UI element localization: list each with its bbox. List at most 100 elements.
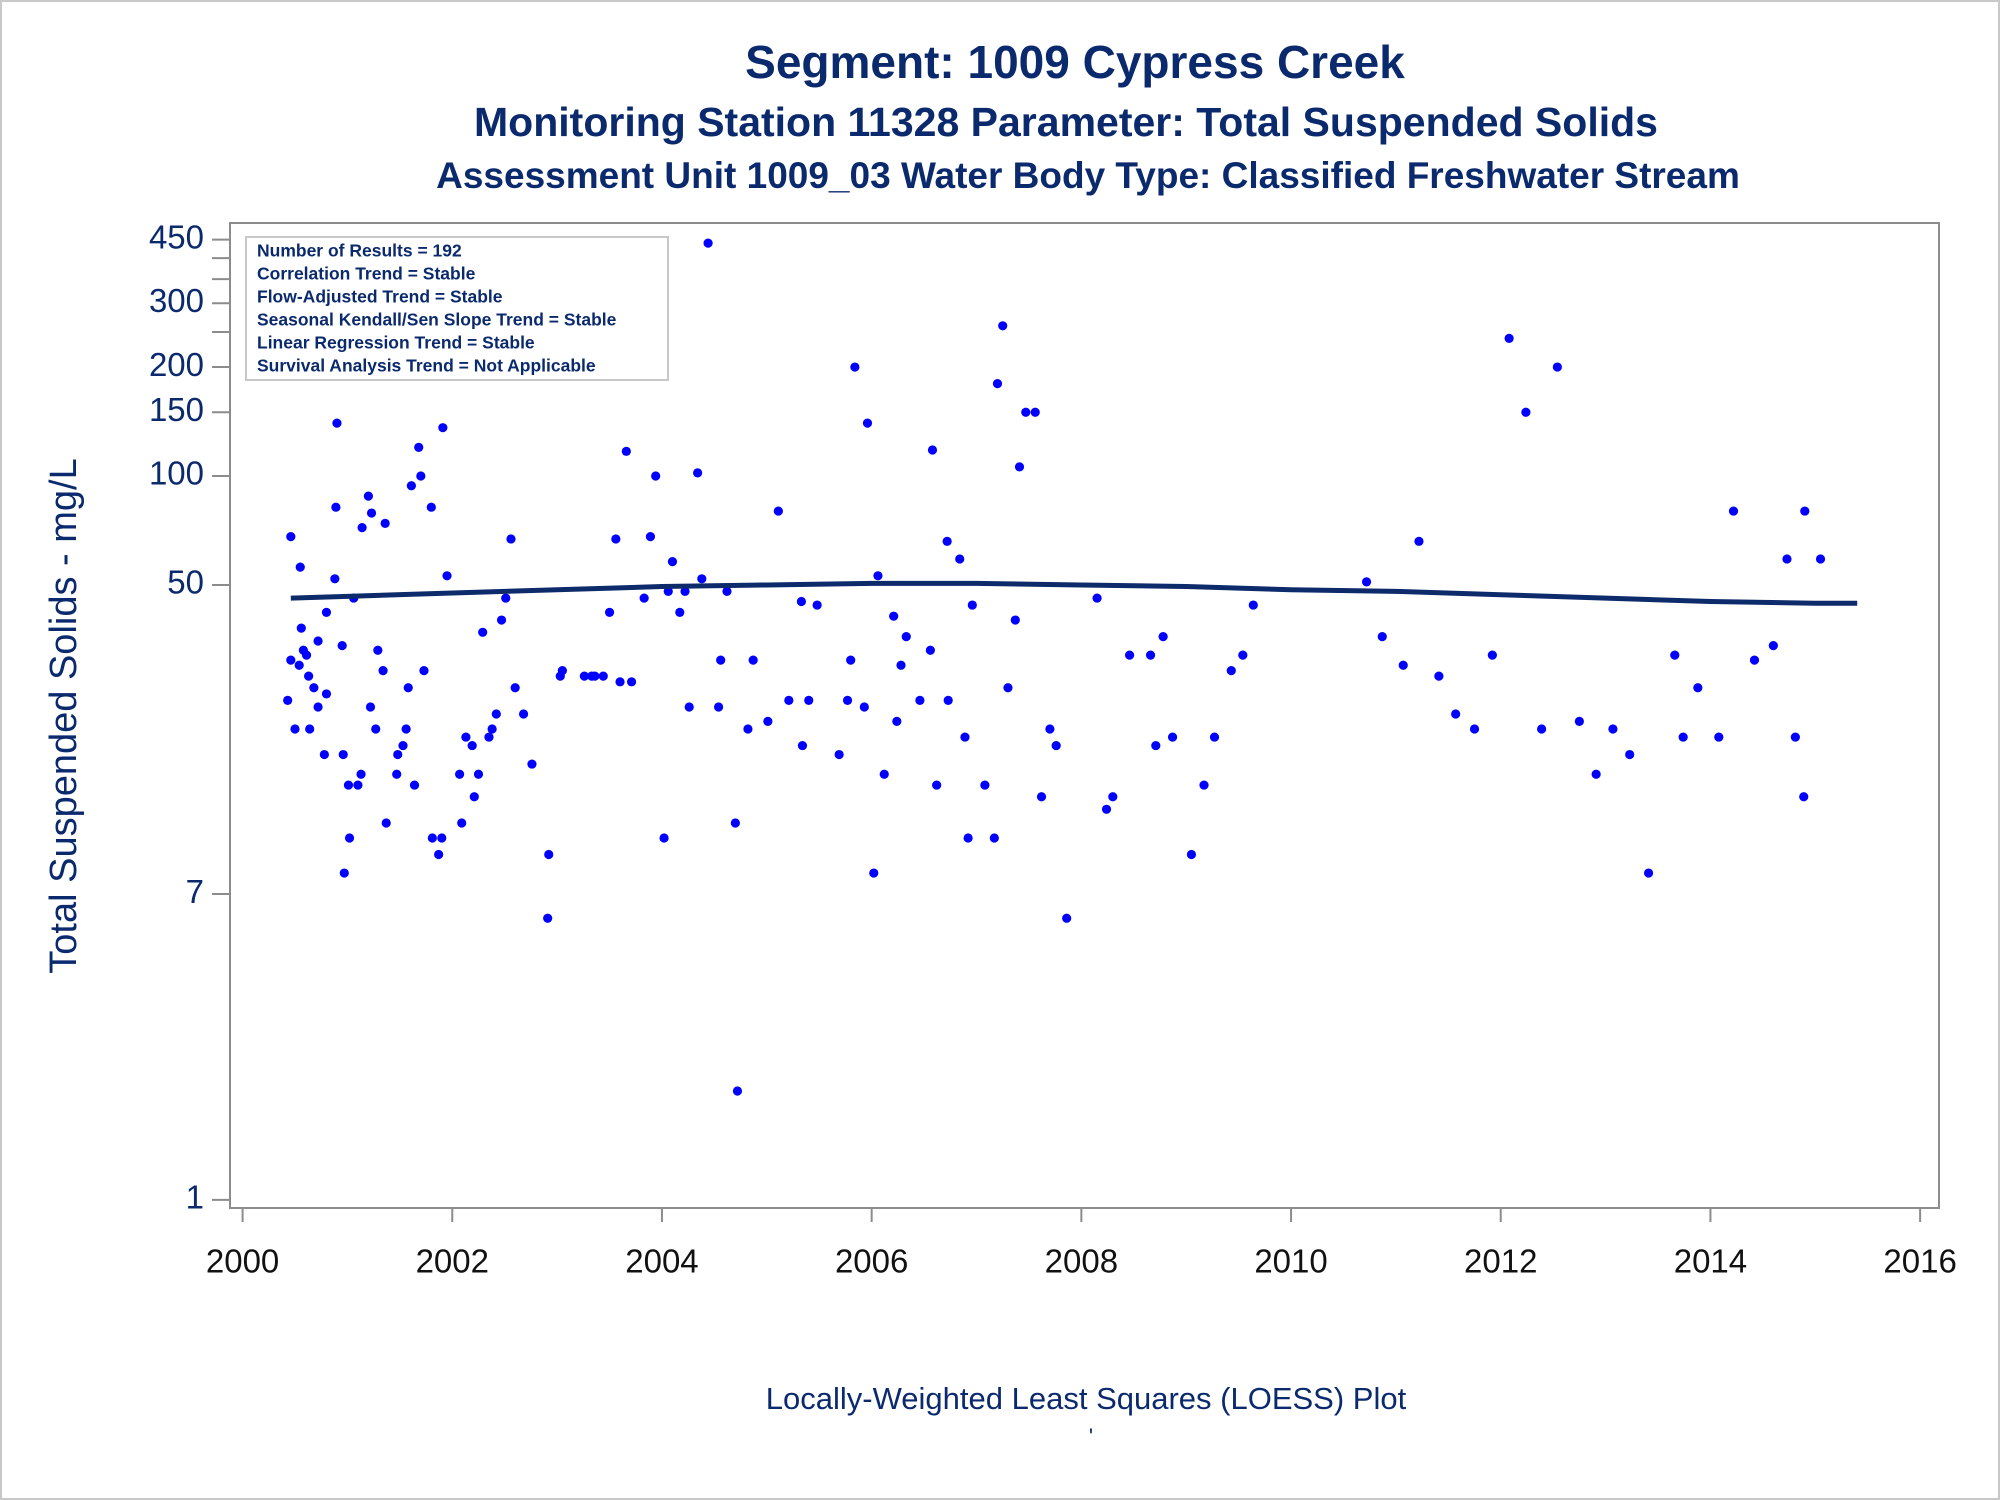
data-point [812, 600, 822, 610]
y-tick-label: 450 [149, 218, 204, 255]
data-point [1051, 740, 1061, 751]
data-point [331, 502, 341, 512]
data-point [703, 238, 713, 248]
loess-line [290, 580, 1858, 606]
data-point [730, 818, 740, 828]
data-point [286, 655, 296, 665]
data-point [873, 571, 883, 581]
data-point [1010, 615, 1020, 625]
data-point [301, 650, 312, 660]
data-point [557, 665, 567, 676]
data-point [598, 671, 608, 681]
data-point [1537, 724, 1547, 734]
data-point [527, 759, 537, 769]
data-point [784, 695, 794, 705]
data-point [960, 732, 970, 742]
data-point [722, 586, 732, 596]
data-point [290, 724, 300, 734]
data-point [1238, 650, 1248, 660]
data-point [645, 532, 656, 542]
data-point [621, 446, 631, 456]
data-point [309, 683, 319, 693]
data-point [748, 655, 758, 665]
x-tick-label: 2014 [1674, 1243, 1747, 1280]
y-tick-label: 300 [149, 282, 204, 319]
data-point [862, 418, 873, 428]
data-point [675, 607, 685, 617]
data-point [1199, 780, 1209, 790]
data-point [963, 833, 973, 843]
data-point [330, 574, 340, 584]
data-point [927, 445, 938, 455]
y-tick-label: 200 [149, 346, 204, 383]
data-point [434, 849, 444, 860]
data-point [713, 702, 724, 712]
data-point [337, 640, 347, 651]
stats-line: Correlation Trend = Stable [257, 264, 476, 284]
data-point [371, 724, 381, 734]
data-point [469, 792, 479, 802]
data-point [506, 534, 516, 544]
x-tick-label: 2000 [206, 1243, 279, 1280]
data-point [283, 695, 293, 705]
data-point [392, 769, 402, 779]
data-point [639, 593, 649, 603]
data-point [1451, 709, 1461, 719]
data-point [667, 557, 678, 567]
data-point [1504, 333, 1514, 343]
data-point [1434, 671, 1444, 681]
data-point [1030, 407, 1040, 417]
data-point [869, 868, 879, 878]
data-point [478, 627, 488, 637]
data-point [732, 1086, 743, 1096]
data-point [1782, 554, 1792, 564]
stats-line: Linear Regression Trend = Stable [257, 333, 535, 353]
data-point [743, 724, 753, 734]
data-point [343, 780, 354, 790]
data-point [1158, 632, 1168, 642]
data-point [313, 636, 323, 646]
data-point [763, 716, 773, 726]
data-point [1790, 732, 1800, 742]
data-point [286, 532, 296, 542]
data-point [1591, 769, 1601, 779]
data-point [484, 732, 494, 742]
data-point [1469, 724, 1480, 734]
x-tick-label: 2002 [416, 1243, 489, 1280]
data-point [659, 833, 669, 843]
data-point [579, 671, 589, 681]
data-point [1062, 913, 1072, 923]
data-point [1101, 804, 1112, 814]
data-point [716, 655, 726, 665]
data-point [313, 702, 323, 712]
data-point [1092, 593, 1102, 603]
data-point [1248, 600, 1258, 610]
y-tick-label: 50 [167, 564, 204, 601]
plot-frame [229, 222, 1940, 1209]
data-point [892, 716, 902, 726]
data-point [1815, 554, 1826, 564]
data-point [804, 695, 814, 705]
data-point [305, 724, 315, 734]
chart-subtitle: Assessment Unit 1009_03 Water Body Type:… [436, 155, 1740, 196]
data-point [896, 660, 906, 670]
data-point [373, 645, 383, 655]
data-point [1036, 792, 1047, 802]
data-point [1167, 732, 1178, 742]
data-point [796, 596, 807, 607]
data-point [321, 607, 332, 617]
data-point [1574, 716, 1584, 726]
data-point [473, 769, 484, 779]
data-point [1625, 749, 1635, 760]
data-point [1377, 632, 1387, 642]
data-point [1003, 683, 1013, 693]
footnote: ' [1089, 1424, 1093, 1449]
x-tick-label: 2004 [625, 1243, 698, 1280]
data-point [1670, 650, 1680, 660]
data-point [1014, 462, 1025, 472]
stats-box [245, 236, 669, 381]
data-point [1768, 640, 1778, 651]
data-point [942, 536, 952, 546]
stats-line: Seasonal Kendall/Sen Slope Trend = Stabl… [257, 310, 617, 330]
data-point [1487, 650, 1497, 660]
